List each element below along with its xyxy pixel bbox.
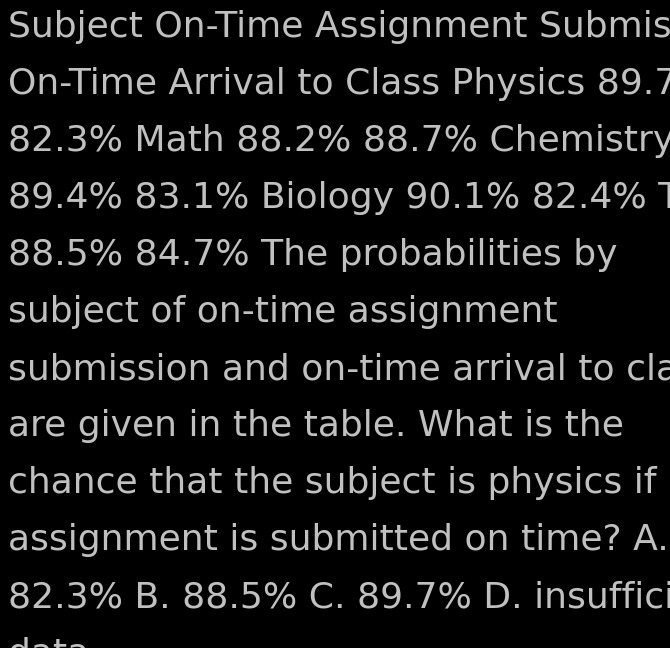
Text: are given in the table. What is the: are given in the table. What is the (8, 409, 624, 443)
Text: 89.4% 83.1% Biology 90.1% 82.4% Total: 89.4% 83.1% Biology 90.1% 82.4% Total (8, 181, 670, 215)
Text: 82.3% B. 88.5% C. 89.7% D. insufficient: 82.3% B. 88.5% C. 89.7% D. insufficient (8, 580, 670, 614)
Text: submission and on-time arrival to class: submission and on-time arrival to class (8, 352, 670, 386)
Text: assignment is submitted on time? A.: assignment is submitted on time? A. (8, 523, 669, 557)
Text: data: data (8, 637, 89, 648)
Text: subject of on-time assignment: subject of on-time assignment (8, 295, 557, 329)
Text: 82.3% Math 88.2% 88.7% Chemistry: 82.3% Math 88.2% 88.7% Chemistry (8, 124, 670, 158)
Text: On-Time Arrival to Class Physics 89.7%: On-Time Arrival to Class Physics 89.7% (8, 67, 670, 101)
Text: 88.5% 84.7% The probabilities by: 88.5% 84.7% The probabilities by (8, 238, 618, 272)
Text: chance that the subject is physics if an: chance that the subject is physics if an (8, 466, 670, 500)
Text: Subject On-Time Assignment Submission: Subject On-Time Assignment Submission (8, 10, 670, 44)
